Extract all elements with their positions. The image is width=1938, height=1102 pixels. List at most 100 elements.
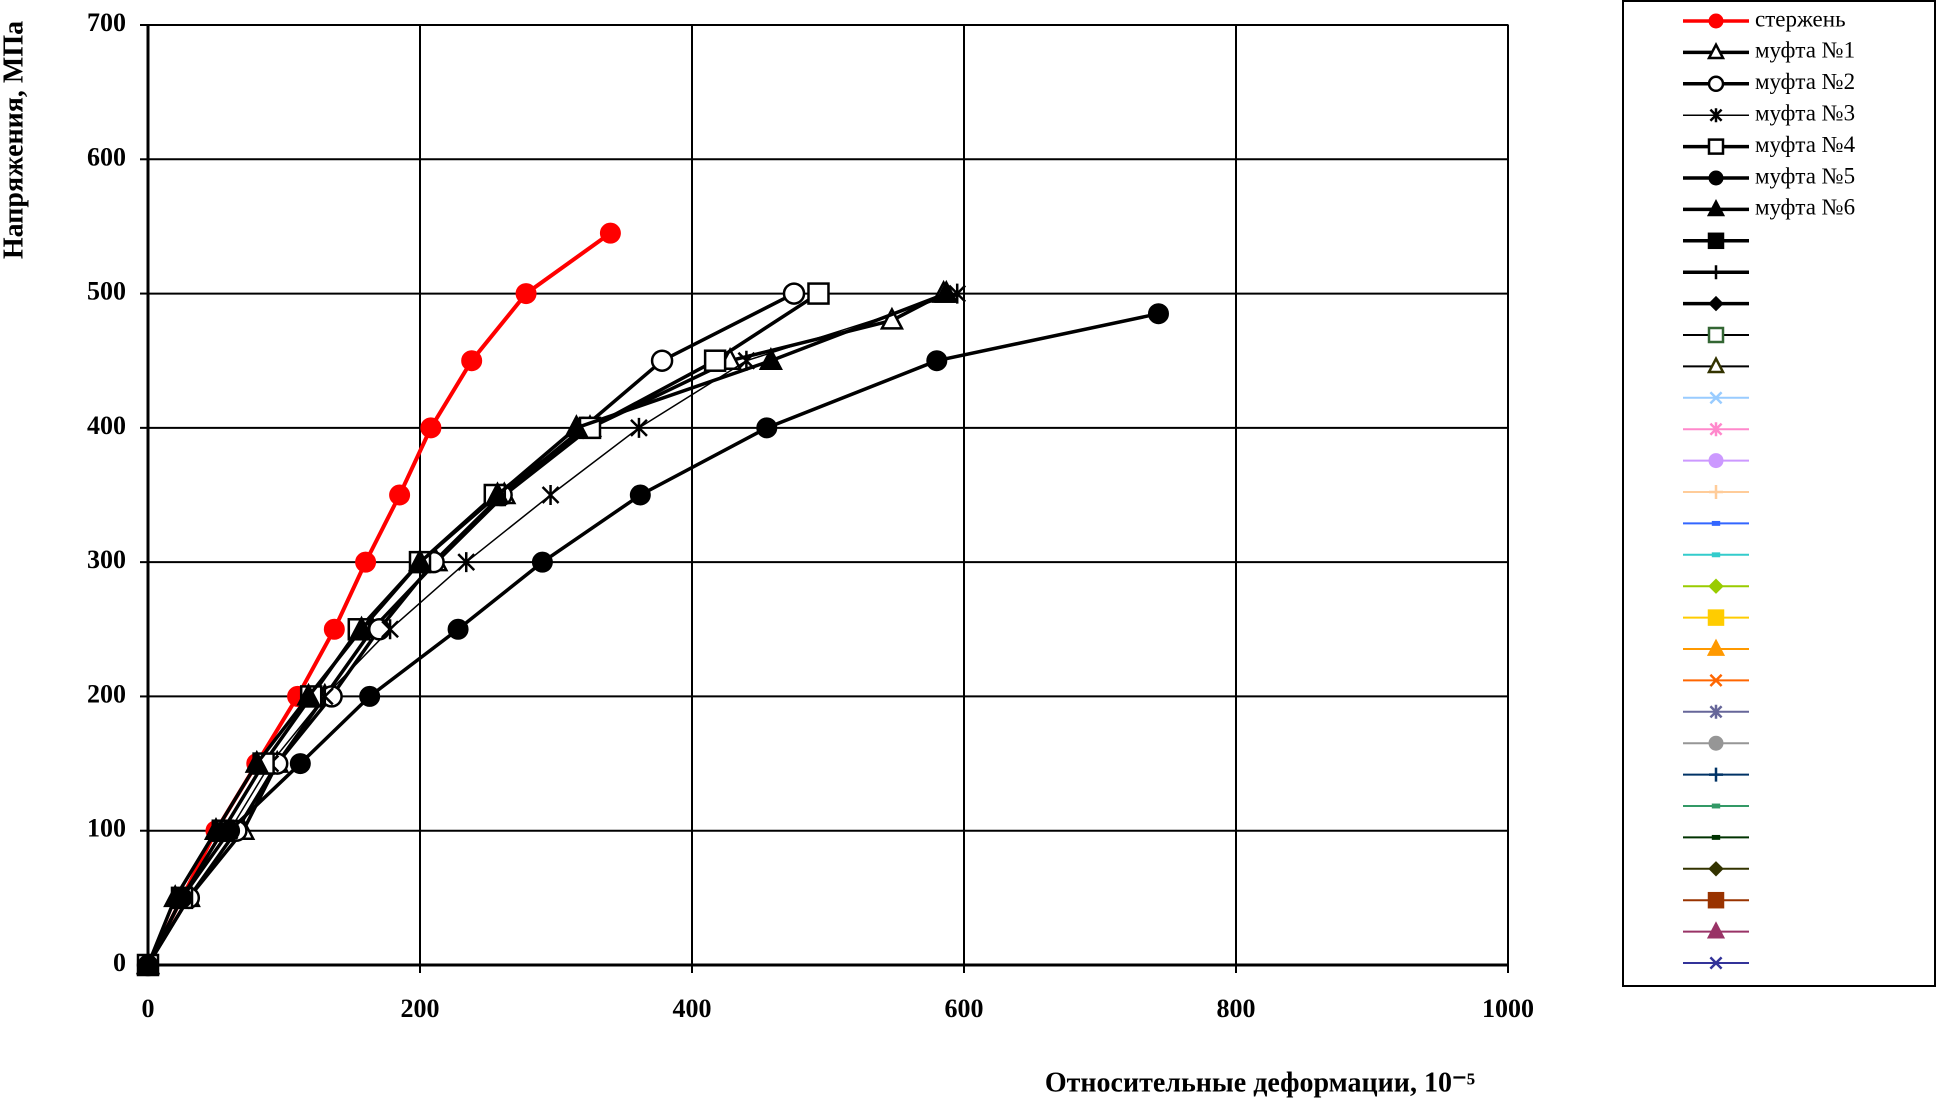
marker-shape bbox=[926, 350, 948, 372]
marker-shape bbox=[289, 753, 311, 775]
marker bbox=[1708, 295, 1724, 312]
marker bbox=[650, 349, 674, 372]
x-tick-label: 600 bbox=[945, 994, 984, 1023]
marker bbox=[407, 548, 433, 572]
marker bbox=[1708, 578, 1724, 594]
marker bbox=[1707, 891, 1725, 909]
marker bbox=[1706, 199, 1726, 217]
y-tick-label: 600 bbox=[87, 142, 126, 171]
marker bbox=[135, 951, 161, 975]
marker bbox=[1707, 609, 1725, 626]
marker bbox=[703, 349, 727, 372]
marker-shape bbox=[630, 417, 648, 438]
legend-label: муфта №2 bbox=[1755, 69, 1855, 94]
marker bbox=[630, 417, 648, 438]
marker bbox=[1709, 956, 1723, 970]
marker bbox=[1707, 138, 1725, 155]
marker-shape bbox=[1706, 42, 1726, 60]
marker bbox=[1708, 453, 1724, 469]
marker-shape bbox=[515, 283, 537, 305]
marker-shape bbox=[485, 481, 510, 505]
marker-shape bbox=[1706, 638, 1726, 656]
marker bbox=[323, 618, 345, 640]
marker bbox=[359, 685, 381, 707]
marker bbox=[1711, 803, 1721, 809]
legend-box bbox=[1622, 0, 1936, 987]
marker-shape bbox=[1708, 13, 1724, 29]
marker-shape bbox=[1709, 485, 1723, 499]
y-tick-label: 400 bbox=[87, 411, 126, 440]
marker bbox=[1708, 735, 1724, 751]
marker bbox=[1709, 422, 1723, 437]
marker-shape bbox=[934, 279, 959, 303]
marker bbox=[1709, 767, 1723, 782]
marker-shape bbox=[599, 222, 621, 244]
y-axis-label: Напряжения, МПа bbox=[0, 21, 29, 259]
marker-shape bbox=[1709, 673, 1723, 687]
marker-shape bbox=[650, 349, 674, 372]
y-tick-label: 200 bbox=[87, 679, 126, 708]
marker-shape bbox=[782, 282, 806, 305]
y-tick-label: 500 bbox=[87, 277, 126, 306]
marker-shape bbox=[1711, 552, 1721, 558]
marker-shape bbox=[879, 306, 904, 330]
marker bbox=[1706, 356, 1726, 374]
marker-shape bbox=[447, 618, 469, 640]
marker-shape bbox=[1708, 170, 1724, 186]
marker-shape bbox=[1707, 138, 1725, 155]
marker bbox=[515, 283, 537, 305]
legend-label: муфта №4 bbox=[1755, 132, 1856, 157]
marker bbox=[1707, 232, 1725, 250]
marker bbox=[1707, 75, 1725, 93]
x-tick-label: 800 bbox=[1217, 994, 1256, 1023]
y-tick-label: 700 bbox=[87, 8, 126, 37]
marker-shape bbox=[407, 548, 433, 572]
marker-shape bbox=[1708, 295, 1724, 312]
marker-shape bbox=[1707, 75, 1725, 93]
marker-shape bbox=[1709, 391, 1723, 405]
x-tick-label: 400 bbox=[673, 994, 712, 1023]
marker-shape bbox=[457, 552, 476, 573]
marker-shape bbox=[758, 347, 783, 370]
marker bbox=[1711, 834, 1721, 840]
marker-shape bbox=[756, 417, 778, 439]
x-axis-label: Относительные деформации, 10⁻⁵ bbox=[1045, 1067, 1475, 1098]
marker bbox=[758, 347, 783, 370]
marker-shape bbox=[1708, 578, 1724, 594]
marker bbox=[244, 749, 269, 773]
marker-shape bbox=[1709, 956, 1723, 970]
marker-shape bbox=[1707, 326, 1725, 344]
marker bbox=[1707, 326, 1725, 344]
marker-shape bbox=[1709, 767, 1723, 782]
marker-shape bbox=[1709, 265, 1723, 280]
marker bbox=[926, 350, 948, 372]
marker bbox=[163, 884, 188, 908]
legend-label: муфта №5 bbox=[1755, 163, 1855, 188]
marker-shape bbox=[461, 350, 483, 372]
marker-shape bbox=[1711, 834, 1721, 840]
marker-shape bbox=[135, 951, 161, 975]
marker bbox=[599, 222, 621, 244]
legend-label: стержень bbox=[1755, 6, 1846, 31]
marker-shape bbox=[564, 414, 589, 438]
marker-shape bbox=[244, 749, 269, 773]
marker bbox=[457, 552, 476, 573]
y-tick-label: 100 bbox=[87, 814, 126, 843]
marker bbox=[1706, 921, 1726, 939]
x-tick-label: 0 bbox=[142, 994, 155, 1023]
marker-shape bbox=[1707, 232, 1725, 250]
x-tick-label: 200 bbox=[401, 994, 440, 1023]
marker bbox=[349, 615, 374, 639]
marker-shape bbox=[163, 884, 188, 908]
marker bbox=[1711, 520, 1721, 526]
marker bbox=[1708, 170, 1724, 186]
marker-shape bbox=[1709, 422, 1723, 437]
y-tick-label: 0 bbox=[113, 948, 126, 977]
marker bbox=[203, 817, 229, 840]
marker bbox=[782, 282, 806, 305]
legend-label: муфта №6 bbox=[1755, 195, 1855, 220]
marker-shape bbox=[1706, 356, 1726, 374]
marker-shape bbox=[349, 615, 374, 639]
marker bbox=[807, 282, 830, 305]
